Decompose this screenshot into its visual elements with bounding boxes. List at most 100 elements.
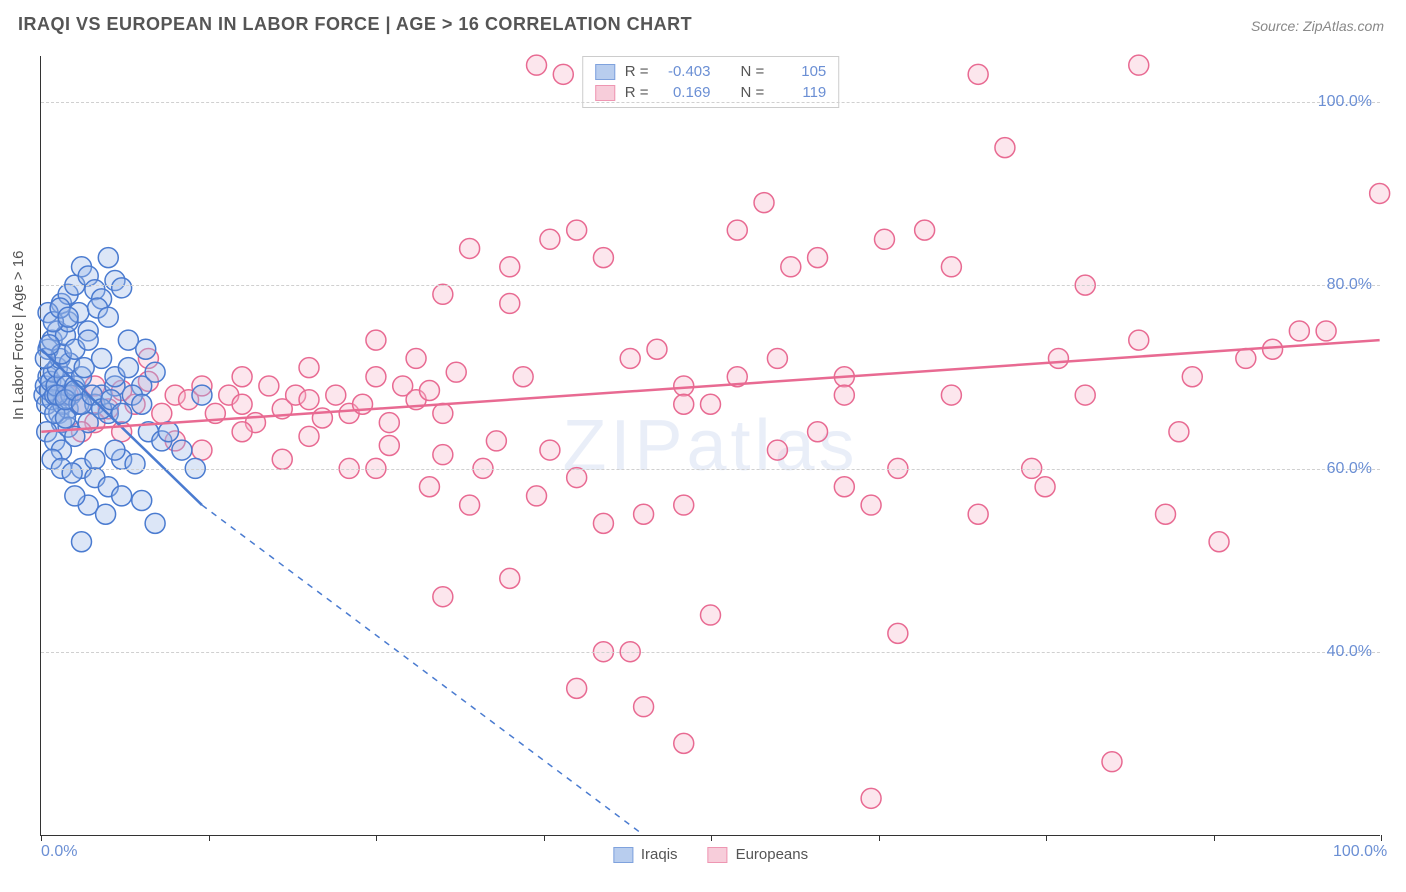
legend-label-iraqis: Iraqis bbox=[641, 846, 678, 863]
legend-N-label: N = bbox=[741, 84, 765, 101]
x-tick-label: 0.0% bbox=[41, 843, 77, 861]
point-iraqis bbox=[136, 339, 156, 359]
point-europeans bbox=[1102, 752, 1122, 772]
x-tick bbox=[41, 835, 42, 841]
point-europeans bbox=[754, 193, 774, 213]
point-europeans bbox=[767, 348, 787, 368]
point-europeans bbox=[433, 445, 453, 465]
point-europeans bbox=[567, 220, 587, 240]
point-europeans bbox=[593, 513, 613, 533]
gridline bbox=[41, 469, 1380, 470]
legend-label-europeans: Europeans bbox=[736, 846, 809, 863]
point-europeans bbox=[379, 436, 399, 456]
point-europeans bbox=[486, 431, 506, 451]
legend-swatch-iraqis bbox=[613, 847, 633, 863]
x-tick bbox=[1214, 835, 1215, 841]
correlation-legend: R = -0.403 N = 105 R = 0.169 N = 119 bbox=[582, 56, 840, 108]
point-europeans bbox=[888, 623, 908, 643]
point-europeans bbox=[874, 229, 894, 249]
point-europeans bbox=[299, 390, 319, 410]
legend-R-value-europeans: 0.169 bbox=[659, 84, 711, 101]
point-iraqis bbox=[78, 330, 98, 350]
x-tick-label: 100.0% bbox=[1333, 843, 1387, 861]
point-europeans bbox=[1370, 183, 1390, 203]
legend-swatch-europeans bbox=[595, 85, 615, 101]
point-europeans bbox=[674, 495, 694, 515]
point-europeans bbox=[366, 367, 386, 387]
point-europeans bbox=[701, 605, 721, 625]
point-iraqis bbox=[58, 307, 78, 327]
point-europeans bbox=[941, 385, 961, 405]
x-tick bbox=[209, 835, 210, 841]
point-europeans bbox=[834, 477, 854, 497]
point-europeans bbox=[379, 413, 399, 433]
point-europeans bbox=[861, 495, 881, 515]
point-iraqis bbox=[118, 358, 138, 378]
point-europeans bbox=[674, 394, 694, 414]
point-europeans bbox=[1035, 477, 1055, 497]
x-tick bbox=[711, 835, 712, 841]
point-europeans bbox=[433, 403, 453, 423]
point-europeans bbox=[634, 504, 654, 524]
point-europeans bbox=[460, 238, 480, 258]
point-europeans bbox=[1048, 348, 1068, 368]
point-europeans bbox=[460, 495, 480, 515]
point-europeans bbox=[513, 367, 533, 387]
x-tick bbox=[376, 835, 377, 841]
gridline bbox=[41, 102, 1380, 103]
legend-swatch-iraqis bbox=[595, 64, 615, 80]
point-europeans bbox=[553, 64, 573, 84]
x-tick bbox=[1046, 835, 1047, 841]
point-europeans bbox=[232, 394, 252, 414]
point-europeans bbox=[540, 229, 560, 249]
point-iraqis bbox=[112, 278, 132, 298]
point-europeans bbox=[593, 248, 613, 268]
point-europeans bbox=[567, 678, 587, 698]
legend-item-iraqis: Iraqis bbox=[613, 846, 678, 863]
point-europeans bbox=[259, 376, 279, 396]
point-europeans bbox=[647, 339, 667, 359]
point-europeans bbox=[620, 348, 640, 368]
point-europeans bbox=[674, 376, 694, 396]
point-iraqis bbox=[192, 385, 212, 405]
chart-title: IRAQI VS EUROPEAN IN LABOR FORCE | AGE >… bbox=[18, 14, 692, 35]
point-europeans bbox=[272, 449, 292, 469]
y-axis-label: In Labor Force | Age > 16 bbox=[10, 251, 27, 420]
point-europeans bbox=[232, 422, 252, 442]
legend-row-iraqis: R = -0.403 N = 105 bbox=[595, 61, 827, 82]
point-europeans bbox=[299, 426, 319, 446]
point-iraqis bbox=[96, 504, 116, 524]
point-europeans bbox=[406, 348, 426, 368]
point-europeans bbox=[834, 385, 854, 405]
point-europeans bbox=[1316, 321, 1336, 341]
point-europeans bbox=[701, 394, 721, 414]
point-europeans bbox=[634, 697, 654, 717]
point-europeans bbox=[1263, 339, 1283, 359]
point-europeans bbox=[1156, 504, 1176, 524]
point-europeans bbox=[500, 257, 520, 277]
point-europeans bbox=[808, 248, 828, 268]
point-europeans bbox=[326, 385, 346, 405]
point-europeans bbox=[995, 138, 1015, 158]
point-iraqis bbox=[98, 248, 118, 268]
point-iraqis bbox=[145, 513, 165, 533]
point-europeans bbox=[152, 403, 172, 423]
legend-R-label: R = bbox=[625, 84, 649, 101]
point-europeans bbox=[808, 422, 828, 442]
point-europeans bbox=[366, 330, 386, 350]
point-europeans bbox=[767, 440, 787, 460]
scatter-plot: ZIPatlas R = -0.403 N = 105 R = 0.169 N … bbox=[40, 56, 1380, 836]
point-europeans bbox=[446, 362, 466, 382]
legend-row-europeans: R = 0.169 N = 119 bbox=[595, 82, 827, 103]
legend-N-value-iraqis: 105 bbox=[774, 63, 826, 80]
point-iraqis bbox=[55, 408, 75, 428]
point-iraqis bbox=[132, 491, 152, 511]
point-europeans bbox=[540, 440, 560, 460]
y-tick-label: 80.0% bbox=[1327, 276, 1372, 294]
legend-R-value-iraqis: -0.403 bbox=[659, 63, 711, 80]
point-europeans bbox=[1169, 422, 1189, 442]
point-europeans bbox=[232, 367, 252, 387]
point-europeans bbox=[781, 257, 801, 277]
point-europeans bbox=[419, 381, 439, 401]
point-europeans bbox=[500, 568, 520, 588]
